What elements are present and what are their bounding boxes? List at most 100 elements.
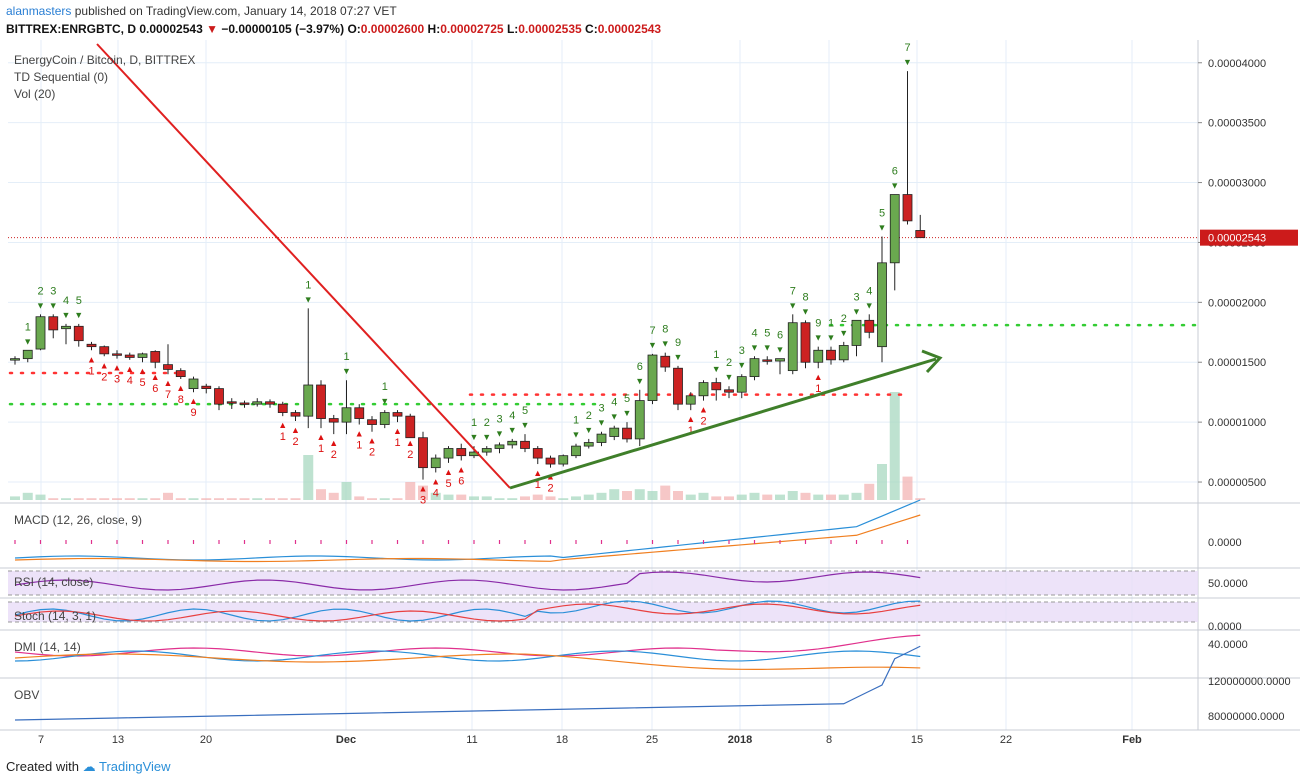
volume-bar <box>469 496 479 500</box>
volume-bar <box>813 494 824 500</box>
td-count-up: 5 <box>764 327 770 339</box>
td-count-up: 3 <box>853 291 859 303</box>
td-count-up: 7 <box>790 285 796 297</box>
time-tick-label: 13 <box>112 734 124 746</box>
symbol-label: BITTREX:ENRGBTC, D <box>6 22 136 36</box>
td-count-down: 5 <box>445 478 451 490</box>
td-count-down: 1 <box>815 383 821 395</box>
td-arrow-up-icon: ▲ <box>533 468 542 478</box>
candle-body <box>507 440 518 446</box>
created-with-text: Created with <box>6 759 79 774</box>
volume-bar <box>61 498 71 500</box>
volume-bar <box>163 492 173 500</box>
candle-body <box>838 345 849 361</box>
candle-body <box>73 325 84 342</box>
author-link[interactable]: alanmasters <box>6 4 72 18</box>
downtrend-line[interactable] <box>96 43 511 489</box>
td-arrow-down-icon: ▼ <box>814 333 823 343</box>
candle <box>558 454 569 467</box>
candle-body <box>826 349 836 361</box>
candle <box>456 443 467 461</box>
td-count-down: 6 <box>152 383 158 395</box>
td-arrow-down-icon: ▼ <box>62 310 71 320</box>
price-tick-label: 0.00002000 <box>1208 297 1266 309</box>
stoch-label: Stoch (14, 3, 1) <box>14 609 96 623</box>
price-axis[interactable]: 0.000040000.000035000.000030000.00002500… <box>1198 58 1298 723</box>
stoch-tick-label: 0.0000 <box>1208 621 1242 633</box>
td-arrow-down-icon: ▼ <box>508 425 517 435</box>
candle <box>124 352 135 360</box>
td-count-down: 1 <box>688 425 694 437</box>
trendlines[interactable] <box>96 43 943 490</box>
candle-body <box>22 349 33 360</box>
volume-bar <box>749 492 760 500</box>
candle-body <box>379 412 390 425</box>
td-count-up: 6 <box>777 330 783 342</box>
candle-body <box>112 353 122 356</box>
td-arrow-up-icon: ▲ <box>138 366 147 376</box>
volume-bar <box>826 494 836 500</box>
candle-body <box>813 349 824 363</box>
candle <box>22 349 33 363</box>
tradingview-link[interactable]: TradingView <box>99 759 171 774</box>
grid-lines <box>0 40 1300 731</box>
volume-bar <box>583 494 594 500</box>
td-arrow-down-icon: ▼ <box>495 429 504 439</box>
macd-label: MACD (12, 26, close, 9) <box>14 513 142 527</box>
candle <box>622 422 632 443</box>
candle <box>787 314 798 375</box>
chart-legend: EnergyCoin / Bitcoin, D, BITTREX TD Sequ… <box>14 53 195 101</box>
candle-body <box>711 382 722 391</box>
td-arrow-up-icon: ▲ <box>151 372 160 382</box>
macd-line <box>14 499 921 561</box>
td-arrow-down-icon: ▼ <box>623 408 632 418</box>
volume-bar <box>456 494 467 500</box>
candle <box>341 380 352 435</box>
volume-bar <box>405 482 416 500</box>
candle <box>826 346 836 365</box>
pane-labels: MACD (12, 26, close, 9) RSI (14, close) … <box>14 513 142 702</box>
low-value: 0.00002535 <box>518 22 582 36</box>
volume-bar <box>532 494 543 500</box>
candle-body <box>736 376 747 393</box>
td-arrow-down-icon: ▼ <box>737 360 746 370</box>
candle <box>443 446 454 463</box>
candle <box>112 350 122 359</box>
time-tick-label: 11 <box>466 734 477 746</box>
td-count-down: 3 <box>114 374 120 386</box>
td-arrow-up-icon: ▲ <box>164 378 173 388</box>
volume-bar <box>99 498 110 500</box>
candle <box>520 434 530 453</box>
candle-body <box>647 354 658 401</box>
candle-body <box>252 401 263 405</box>
obv-label: OBV <box>14 688 39 702</box>
candle-body <box>163 364 173 370</box>
time-tick-label: 2018 <box>728 734 752 746</box>
macd-signal-line <box>14 514 921 563</box>
open-value: 0.00002600 <box>360 22 425 36</box>
candles <box>10 71 926 480</box>
td-arrow-up-icon: ▲ <box>457 464 466 474</box>
volume-bar <box>303 455 314 500</box>
time-tick-label: 25 <box>646 734 658 746</box>
price-chart[interactable]: 1▼2▼3▼ 4▼5▼▲1▲2▲3▲4▲5▲6▲7▲8 ▲91▼1▼1▼▲1▲2 ▲1… <box>0 40 1300 755</box>
td-count-up: 4 <box>611 397 617 409</box>
volume-bar <box>226 498 237 500</box>
candle-body <box>239 402 250 405</box>
price-tick-label: 0.00003000 <box>1208 178 1266 190</box>
time-axis[interactable]: 7 13 20 Dec 11 18 25 2018 8 15 22 Feb <box>38 734 1142 746</box>
td-count-down: 2 <box>331 449 337 461</box>
td-arrow-down-icon: ▼ <box>827 333 836 343</box>
ohlc-line: BITTREX:ENRGBTC, D 0.00002543 ▼ −0.00000… <box>6 22 661 36</box>
rsi-label: RSI (14, close) <box>14 575 93 589</box>
volume-bar <box>201 498 212 500</box>
stoch-d-line <box>14 603 921 622</box>
td-count-down: 8 <box>178 394 184 406</box>
uptrend-line[interactable] <box>509 357 937 490</box>
td-count-down: 5 <box>139 377 145 389</box>
td-arrow-down-icon: ▼ <box>903 57 912 67</box>
volume-bar <box>86 498 97 500</box>
candle <box>902 71 913 225</box>
volume-bar <box>290 498 301 500</box>
candle <box>86 341 97 351</box>
